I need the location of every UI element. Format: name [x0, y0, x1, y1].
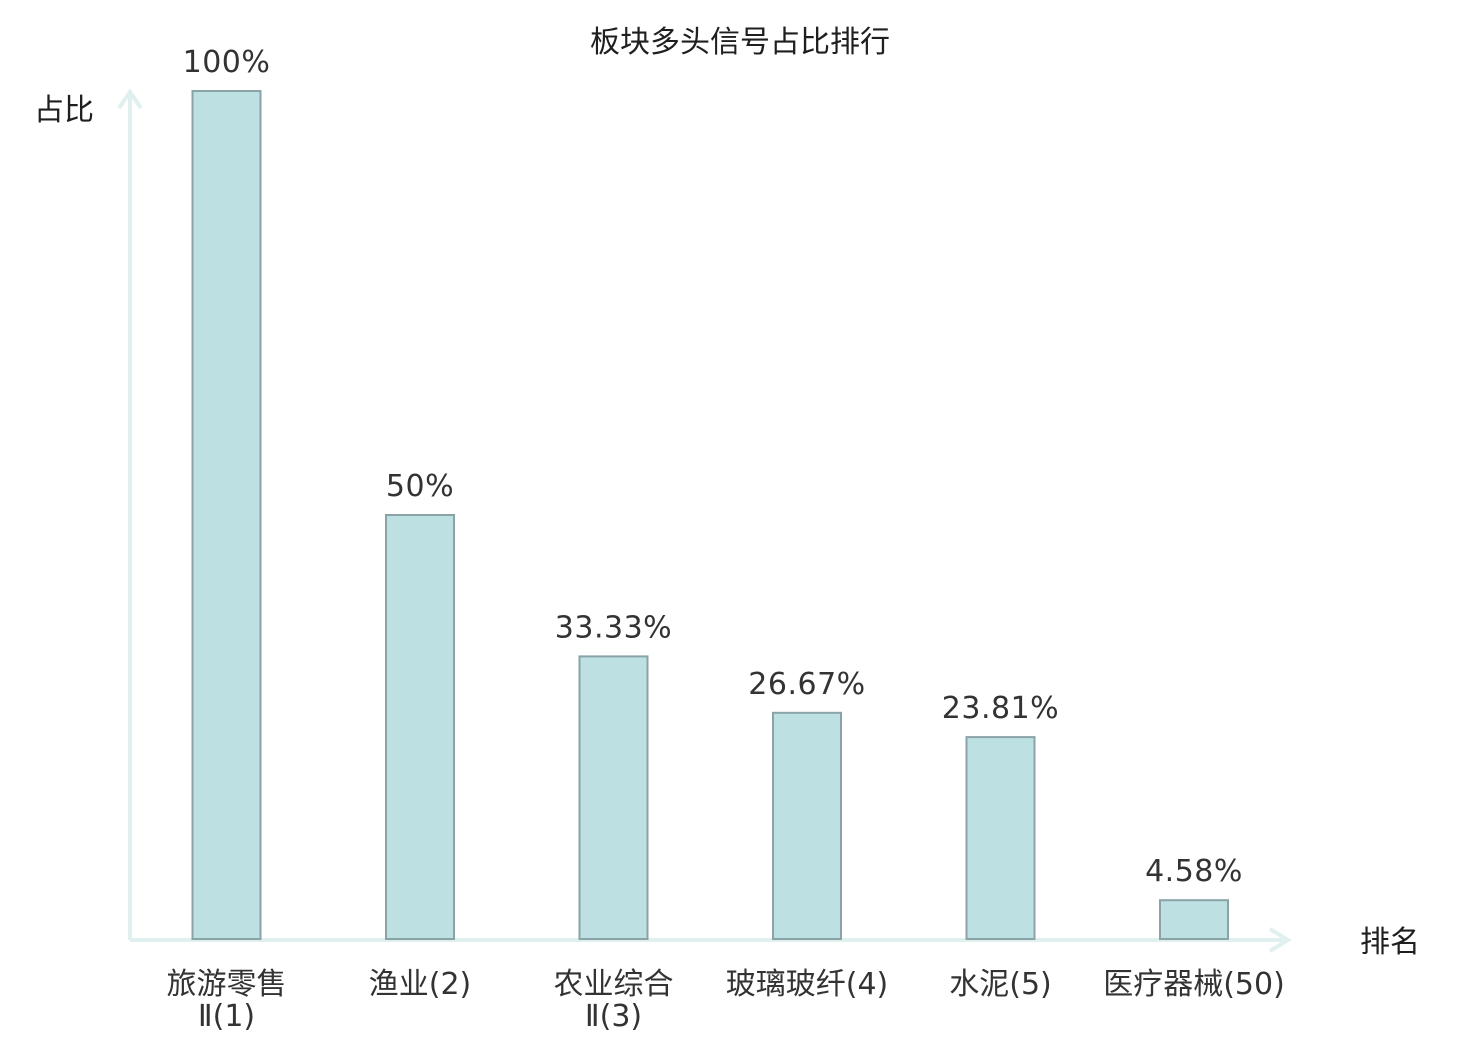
value-label-5: 23.81% [942, 691, 1059, 726]
value-label-1: 100% [183, 45, 271, 80]
value-label-2: 50% [386, 469, 454, 504]
value-label-3: 33.33% [555, 610, 672, 645]
category-rank-2: (2) [429, 967, 472, 1002]
bar-3 [578, 655, 649, 941]
x-axis-arrow [1268, 927, 1292, 953]
value-labels-group: 100% 50% 33.33% 26.67% 23.81% 4.58% [183, 45, 1243, 889]
category-rank-1: Ⅱ(1) [198, 999, 255, 1034]
value-label-4: 26.67% [748, 667, 865, 702]
category-name-6: 医疗器械 [1103, 967, 1223, 1002]
bars-group [191, 90, 1229, 941]
y-axis-label: 占比 [34, 93, 94, 128]
category-label-4: 玻璃玻纤(4) [726, 967, 889, 1002]
category-rank-3: Ⅱ(3) [585, 999, 642, 1034]
category-label-3: 农业综合 [554, 967, 674, 1002]
bar-5 [965, 736, 1036, 940]
category-rank-4: (4) [846, 967, 889, 1002]
category-name-5: 水泥 [949, 967, 1009, 1002]
bar-1 [191, 90, 262, 940]
category-name-2: 渔业 [369, 967, 429, 1002]
bar-2 [385, 514, 455, 940]
category-rank-5: (5) [1009, 967, 1052, 1002]
category-label-2: 渔业(2) [369, 967, 472, 1002]
category-rank-6: (50) [1223, 967, 1285, 1002]
bar-4 [772, 711, 842, 940]
y-axis-arrow [117, 88, 143, 110]
chart-title: 板块多头信号占比排行 [590, 25, 890, 60]
x-axis-label: 排名 [1360, 925, 1420, 960]
axes [117, 88, 1292, 953]
category-label-5: 水泥(5) [949, 967, 1052, 1002]
category-name-4: 玻璃玻纤 [726, 967, 846, 1002]
category-label-6: 医疗器械(50) [1103, 967, 1285, 1002]
value-label-6: 4.58% [1145, 854, 1243, 889]
bar-6 [1159, 899, 1229, 941]
category-label-1: 旅游零售 [167, 967, 287, 1002]
